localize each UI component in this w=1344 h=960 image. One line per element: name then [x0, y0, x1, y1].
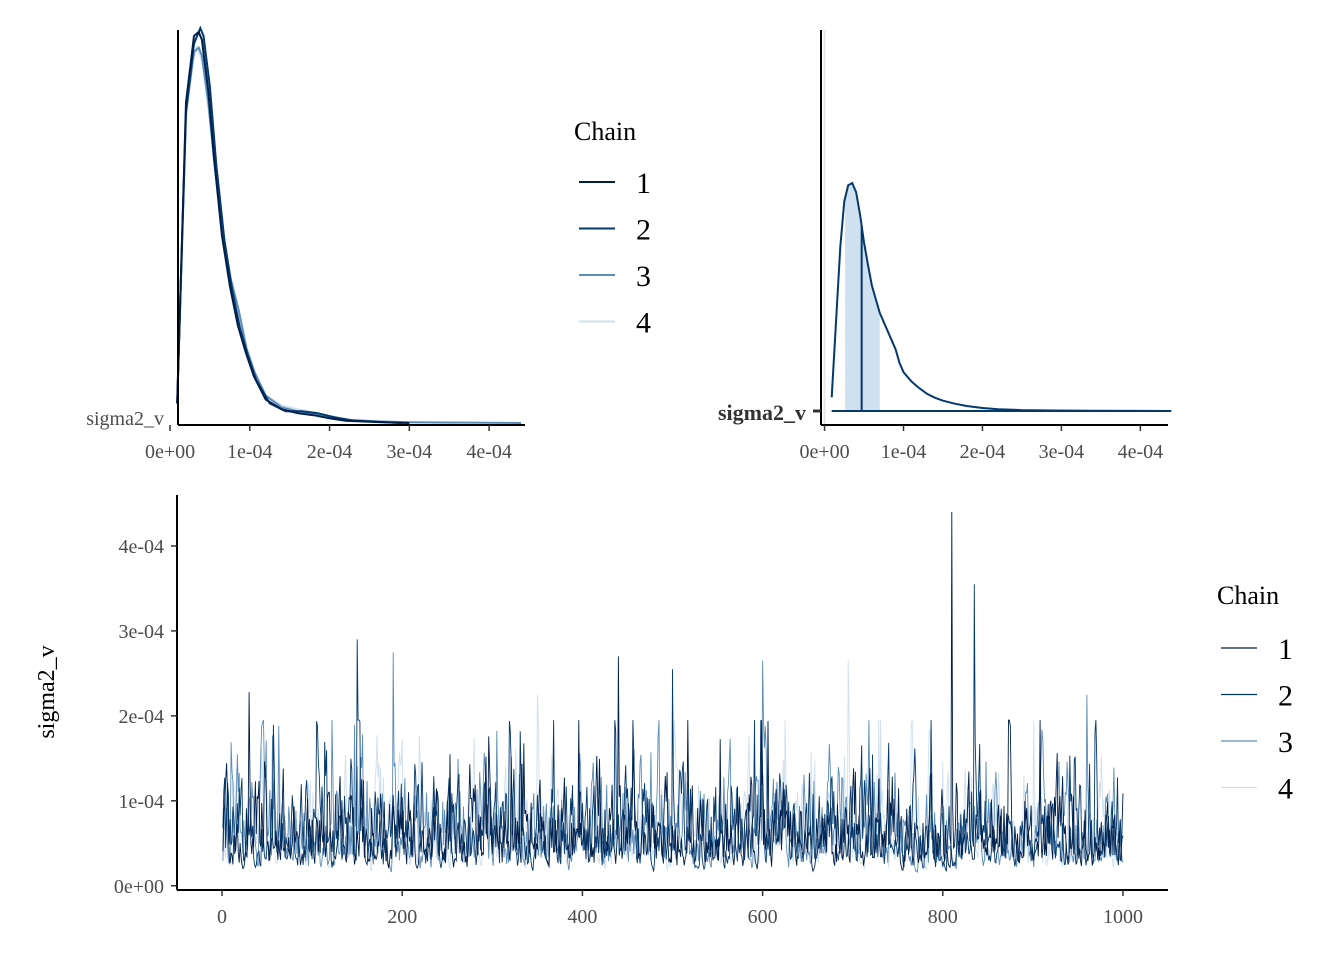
trace-y-tick-label: 1e-04: [118, 791, 164, 813]
density-x-tick-label: 3e-04: [387, 441, 433, 463]
trace-legend-label-chain-2: 2: [1278, 680, 1293, 713]
trace-x-ticks: 0 200 400 600 800 1000: [217, 890, 1143, 928]
density-plot-area: [176, 25, 522, 424]
trace-y-tick-label: 3e-04: [118, 621, 164, 643]
legend-label-chain-3: 3: [636, 260, 651, 293]
legend-label-chain-4: 4: [636, 307, 651, 340]
trace-y-tick-label: 0e+00: [114, 876, 164, 898]
density-x-tick-label: 0e+00: [145, 441, 195, 463]
trace-y-tick-label: 2e-04: [118, 706, 164, 728]
area-y-tick-label: sigma2_v: [718, 400, 806, 425]
area-density-line: [830, 181, 1172, 412]
density-line-chain-3: [176, 45, 522, 424]
trace-legend-title: Chain: [1217, 581, 1279, 610]
density-x-ticks: 0e+00 1e-04 2e-04 3e-04 4e-04: [145, 425, 512, 463]
density-panel: sigma2_v 0e+00 1e-04 2e-04 3e-04 4e-04: [86, 25, 525, 463]
density-x-tick-label: 2e-04: [307, 441, 353, 463]
density-y-tick-label: sigma2_v: [86, 408, 164, 430]
area-x-tick-label: 0e+00: [799, 441, 849, 463]
legend-label-chain-1: 1: [636, 167, 651, 200]
density-legend: Chain 1 2 3 4: [574, 117, 651, 340]
area-x-tick-label: 4e-04: [1118, 441, 1164, 463]
trace-line-chain-1: [222, 511, 1124, 873]
area-plot-area: [823, 30, 1172, 424]
trace-x-tick-label: 600: [748, 906, 778, 928]
trace-y-axis-label: sigma2_v: [34, 645, 60, 738]
trace-legend: Chain 1 2 3 4: [1217, 581, 1293, 806]
trace-y-ticks: 0e+00 1e-04 2e-04 3e-04 4e-04: [114, 536, 177, 898]
trace-legend-label-chain-4: 4: [1278, 773, 1293, 806]
trace-y-tick-label: 4e-04: [118, 536, 164, 558]
density-line-chain-4: [176, 44, 458, 424]
density-legend-title: Chain: [574, 117, 636, 146]
density-x-tick-label: 4e-04: [466, 441, 512, 463]
trace-legend-label-chain-1: 1: [1278, 633, 1293, 666]
trace-x-tick-label: 800: [928, 906, 958, 928]
trace-line-chain-4: [222, 660, 1124, 872]
trace-plot-area: [222, 511, 1124, 873]
trace-line-chain-2: [222, 584, 1124, 872]
trace-x-tick-label: 200: [387, 906, 417, 928]
area-x-tick-label: 3e-04: [1039, 441, 1085, 463]
trace-legend-label-chain-3: 3: [1278, 726, 1293, 759]
area-panel: sigma2_v 0e+00 1e-04 2e-04 3e-04 4e-04: [718, 30, 1172, 463]
trace-x-tick-label: 400: [567, 906, 597, 928]
area-x-tick-label: 1e-04: [881, 441, 927, 463]
legend-label-chain-2: 2: [636, 214, 651, 247]
trace-x-tick-label: 0: [217, 906, 227, 928]
trace-x-tick-label: 1000: [1103, 906, 1143, 928]
density-line-chain-1: [176, 30, 410, 424]
area-x-tick-label: 2e-04: [960, 441, 1006, 463]
density-x-tick-label: 1e-04: [227, 441, 273, 463]
area-x-ticks: 0e+00 1e-04 2e-04 3e-04 4e-04: [799, 425, 1163, 463]
density-line-chain-2: [176, 25, 402, 424]
trace-panel: sigma2_v 0 200 400 600 800 1000 0e+00 1e-04 2e-…: [34, 495, 1168, 928]
